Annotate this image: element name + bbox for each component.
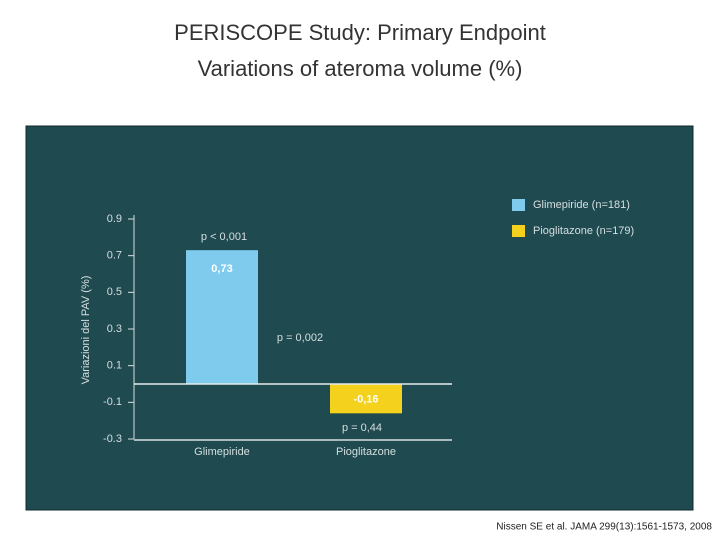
y-tick-label: 0.5	[107, 286, 122, 298]
y-tick-label: -0.3	[103, 433, 122, 445]
value-label: -0,16	[353, 394, 378, 406]
bar	[330, 384, 402, 414]
x-tick-label: Glimepiride	[194, 446, 250, 458]
legend-label: Pioglitazone (n=179)	[533, 225, 634, 237]
y-tick-label: -0.1	[103, 396, 122, 408]
y-tick-label: 0.3	[107, 323, 122, 335]
x-tick-label: Pioglitazone	[336, 446, 396, 458]
legend-label: Glimepiride (n=181)	[533, 199, 630, 211]
slide-title: PERISCOPE Study: Primary Endpoint	[174, 20, 546, 45]
bar	[186, 250, 258, 384]
annotation: p < 0,001	[201, 231, 247, 243]
y-tick-label: 0.7	[107, 250, 122, 262]
y-tick-label: 0.9	[107, 213, 122, 225]
legend-swatch	[512, 199, 525, 211]
annotation: p = 0,002	[277, 332, 323, 344]
y-tick-label: 0.1	[107, 360, 122, 372]
annotation: p = 0,44	[342, 422, 382, 434]
legend-swatch	[512, 225, 525, 237]
slide-subtitle: Variations of ateroma volume (%)	[198, 56, 523, 81]
value-label: 0,73	[211, 263, 232, 275]
citation: Nissen SE et al. JAMA 299(13):1561-1573,…	[496, 522, 712, 533]
y-axis-label: Variazioni del PAV (%)	[80, 276, 92, 385]
chart-panel	[25, 125, 694, 511]
